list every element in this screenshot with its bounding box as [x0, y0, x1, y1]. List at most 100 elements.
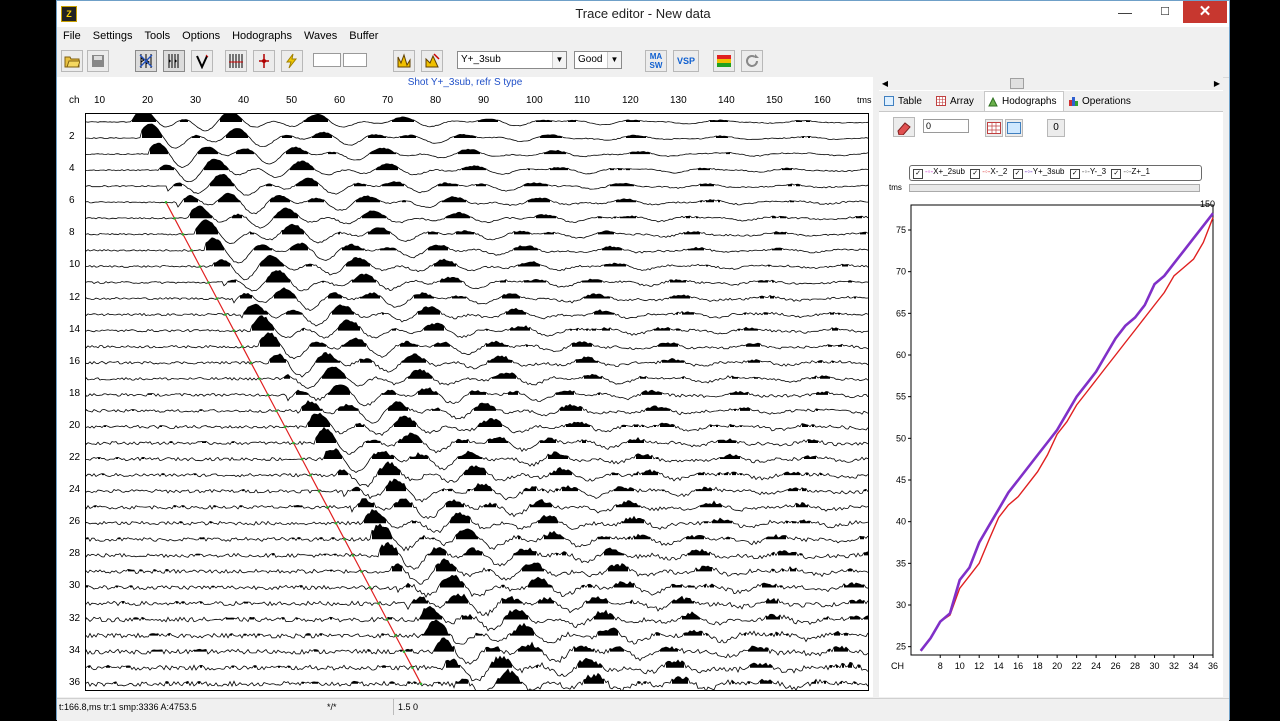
pick-marker[interactable] [317, 489, 321, 493]
legend-item[interactable]: ✓ ‑◦‑X+_2sub [913, 166, 965, 179]
pick-marker[interactable] [266, 393, 270, 397]
checkbox-checked-icon[interactable]: ✓ [1012, 169, 1023, 179]
menu-file[interactable]: File [63, 30, 81, 42]
legend-item[interactable]: ✓ ‑◦‑Z+_1 [1111, 166, 1150, 179]
grid-view-button[interactable] [985, 119, 1003, 137]
seismic-trace [86, 400, 868, 424]
legend-item[interactable]: ✓ ‑◦‑Y-_3 [1069, 166, 1106, 179]
pick-marker[interactable] [377, 602, 380, 605]
trace-fill [584, 374, 602, 379]
legend-item[interactable]: ✓ ‑◦‑Y+_3sub [1012, 166, 1065, 179]
pick-marker[interactable] [300, 457, 304, 461]
refresh-button[interactable] [741, 50, 763, 72]
maximize-button[interactable]: ☐ [1160, 6, 1170, 18]
pick-marker[interactable] [164, 201, 168, 204]
trace-fill [370, 148, 396, 155]
menu-hodographs[interactable]: Hodographs [232, 30, 293, 42]
pick-marker[interactable] [309, 473, 312, 477]
pick-marker[interactable] [283, 425, 287, 429]
pick-marker[interactable] [224, 313, 227, 316]
tab-table[interactable]: Table [881, 93, 931, 110]
pick-marker[interactable] [181, 233, 185, 236]
pick-marker[interactable] [207, 281, 210, 284]
checkbox-checked-icon[interactable]: ✓ [1111, 169, 1122, 179]
scroll-thumb[interactable] [1010, 78, 1024, 89]
pick-marker[interactable] [394, 634, 397, 637]
pick-marker[interactable] [241, 345, 244, 348]
spectrum-button[interactable] [393, 50, 415, 72]
seismogram-plot[interactable] [85, 113, 869, 691]
zero-button[interactable]: 0 [1047, 119, 1065, 137]
traces-mode-1-button[interactable] [135, 50, 157, 72]
open-file-button[interactable] [61, 50, 83, 72]
trace-fill [382, 390, 396, 395]
trace-fill [828, 649, 830, 652]
hodograph-chart[interactable]: 25 30 35 40 45 50 55 60 65 70 75 8 10 12 14 16 18 20 22 24 2… [879, 195, 1223, 685]
panel-splitter[interactable] [873, 77, 879, 697]
pick-marker[interactable] [258, 377, 261, 381]
title-bar: Z Trace editor - New data — ☐ ✕ [57, 1, 1229, 27]
pick-marker[interactable] [198, 265, 202, 268]
velocity-button[interactable] [191, 50, 213, 72]
tab-array[interactable]: Array [933, 93, 983, 110]
component-select[interactable]: Y+_3sub ▼ [457, 51, 567, 69]
pick-marker[interactable] [368, 586, 372, 589]
seismogram-traces[interactable] [86, 114, 868, 690]
checkbox-checked-icon[interactable]: ✓ [1069, 169, 1080, 179]
pick-marker[interactable] [275, 409, 278, 413]
vsp-button[interactable]: VSP [673, 50, 699, 72]
scroll-right-icon[interactable]: ▶ [1213, 79, 1221, 88]
pick-marker[interactable] [360, 570, 363, 573]
checkbox-checked-icon[interactable]: ✓ [970, 169, 981, 179]
minimize-button[interactable]: — [1118, 4, 1132, 20]
eraser-button[interactable] [893, 117, 915, 137]
menu-waves[interactable]: Waves [304, 30, 338, 42]
pick-marker[interactable] [385, 618, 389, 621]
trace-fill [386, 479, 406, 492]
pick-marker[interactable] [249, 361, 253, 365]
pick-marker[interactable] [232, 329, 236, 332]
tab-operations[interactable]: Operations [1065, 93, 1145, 110]
trace-fill [710, 584, 714, 588]
pick-marker[interactable] [326, 505, 329, 509]
traces-mode-2-button[interactable] [163, 50, 185, 72]
list-view-button[interactable] [1005, 119, 1023, 137]
trace-fill [360, 358, 372, 363]
pick-marker[interactable] [411, 666, 414, 669]
save-button[interactable] [87, 50, 109, 72]
pick-tool-button[interactable] [253, 50, 275, 72]
pick-marker[interactable] [292, 441, 295, 445]
gain-traces-button[interactable] [225, 50, 247, 72]
auto-pick-button[interactable] [281, 50, 303, 72]
pick-marker[interactable] [402, 650, 406, 653]
legend-item[interactable]: ✓ ‑◦‑X-_2 [970, 166, 1007, 179]
pick-marker[interactable] [334, 522, 338, 525]
quality-select[interactable]: Good ▼ [574, 51, 622, 69]
tab-hodographs[interactable]: Hodographs [984, 91, 1064, 111]
close-button[interactable]: ✕ [1183, 1, 1227, 23]
offset-input[interactable]: 0 [923, 119, 969, 133]
color-scale-button[interactable] [713, 50, 735, 72]
menu-options[interactable]: Options [182, 30, 221, 42]
filter-spectrum-icon [425, 53, 440, 68]
range-start-field[interactable] [313, 53, 341, 67]
scroll-left-icon[interactable]: ◀ [881, 79, 889, 88]
trace-fill [310, 342, 326, 347]
pick-marker[interactable] [173, 217, 176, 220]
horizontal-scrollbar[interactable]: ◀ ▶ [879, 77, 1223, 90]
trace-fill [446, 594, 468, 604]
menu-tools[interactable]: Tools [144, 30, 171, 42]
pick-marker[interactable] [351, 554, 355, 557]
pick-marker[interactable] [215, 297, 219, 300]
checkbox-checked-icon[interactable]: ✓ [913, 169, 923, 179]
pick-marker[interactable] [419, 682, 423, 686]
masw-button[interactable]: MA SW [645, 50, 667, 72]
range-end-field[interactable] [343, 53, 367, 67]
pick-marker[interactable] [343, 538, 346, 541]
menu-buffer[interactable]: Buffer [349, 30, 379, 42]
pick-marker[interactable] [190, 249, 193, 252]
legend-scrollbar[interactable] [909, 184, 1200, 192]
trace-fill [296, 617, 298, 620]
menu-settings[interactable]: Settings [92, 30, 133, 42]
filter-button[interactable] [421, 50, 443, 72]
